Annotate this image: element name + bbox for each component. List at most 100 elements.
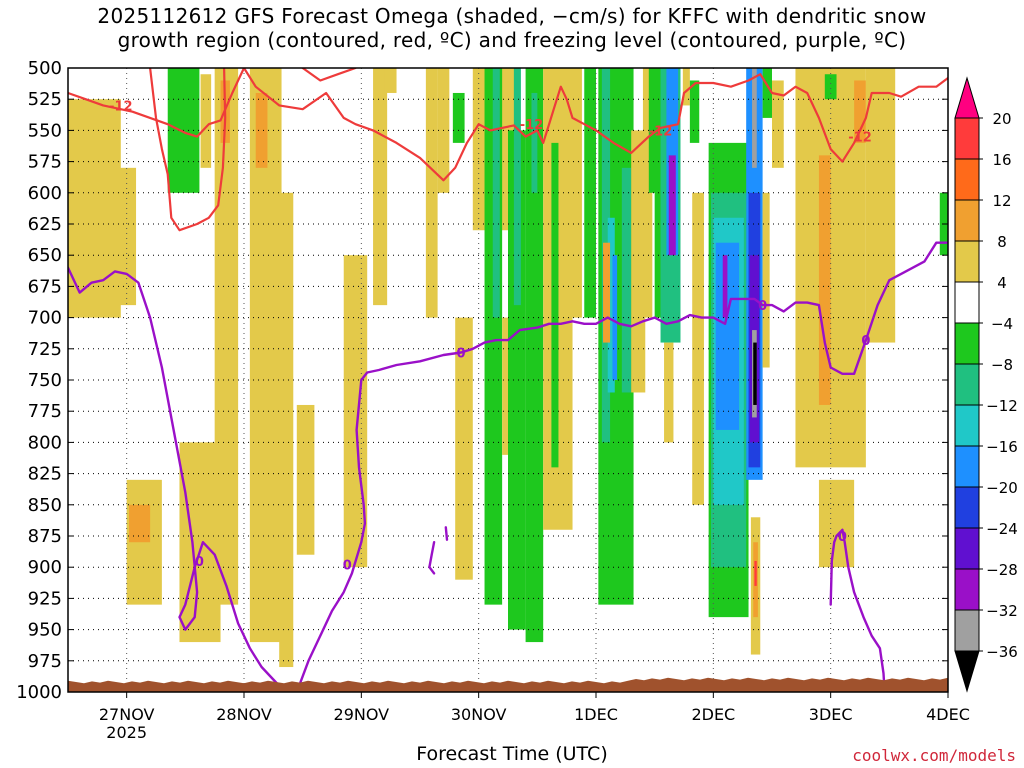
colorbar-bin-8 — [954, 404, 980, 447]
omega-region-65 — [772, 80, 784, 168]
omega-region-37 — [631, 130, 646, 393]
x-tick-label-0: 27NOV — [99, 705, 155, 724]
colorbar-label-10: −24 — [986, 520, 1018, 538]
surface-band — [68, 677, 948, 692]
omega-region-44 — [668, 155, 676, 256]
dgz-contour-label-0: -12 — [109, 99, 133, 114]
freezing-contour-label-5: 0 — [838, 530, 847, 545]
omega-region-5 — [179, 442, 221, 643]
colorbar-label-2: 12 — [992, 192, 1011, 210]
y-tick-label-875: 875 — [28, 526, 62, 547]
x-tick-label-4: 1DEC — [574, 705, 618, 724]
colorbar-label-0: 20 — [992, 110, 1011, 128]
dgz-contour-label-3: -12 — [848, 131, 872, 146]
omega-region-22 — [492, 68, 500, 318]
freezing-contour-label-1: 0 — [343, 559, 352, 574]
colorbar-label-9: −20 — [986, 479, 1018, 497]
x-axis-label: Forecast Time (UTC) — [416, 743, 608, 765]
omega-region-71 — [824, 74, 837, 100]
y-tick-label-650: 650 — [28, 245, 62, 266]
colorbar-bin-11 — [954, 527, 980, 570]
colorbar-label-1: 16 — [992, 151, 1011, 169]
contour-layer: -12 -12 -12 -12 0 0 0 0 0 0 — [68, 68, 948, 692]
x-tick-label-1: 28NOV — [216, 705, 272, 724]
omega-region-68 — [854, 80, 866, 143]
omega-region-62 — [754, 560, 757, 586]
omega-region-10 — [255, 92, 268, 168]
omega-region-52 — [715, 242, 740, 430]
colorbar-bin-0-arrow — [954, 76, 980, 119]
colorbar-label-8: −16 — [986, 438, 1018, 456]
dgz-contour-left-lobe — [149, 68, 227, 232]
omega-region-36 — [621, 167, 632, 393]
omega-region-7 — [214, 68, 239, 605]
y-tick-label-900: 900 — [28, 557, 62, 578]
y-axis: 500 525 550 575 600 625 650 675 700 725 750 775 800 8… — [16, 58, 948, 703]
y-tick-label-625: 625 — [28, 214, 62, 235]
y-tick-label-675: 675 — [28, 276, 62, 297]
freezing-contour-2 — [829, 528, 886, 692]
omega-region-40 — [648, 68, 658, 193]
x-tick-sublabel-0: 2025 — [106, 723, 147, 742]
freezing-contour-1 — [295, 241, 948, 692]
freezing-contour-label-3: 0 — [758, 299, 767, 314]
colorbar-bin-12 — [954, 568, 980, 611]
colorbar-label-4: 4 — [997, 274, 1007, 292]
omega-region-63 — [762, 68, 772, 118]
colorbar-bin-6 — [954, 322, 980, 365]
omega-region-35 — [612, 255, 618, 380]
colorbar-bin-2 — [954, 158, 980, 201]
omega-region-46 — [682, 68, 690, 106]
y-tick-label-725: 725 — [28, 339, 62, 360]
omega-region-39 — [642, 68, 653, 318]
colorbar-bin-10 — [954, 486, 980, 529]
freezing-contour-label-4: 0 — [861, 334, 870, 349]
omega-region-31 — [584, 68, 596, 318]
colorbar-bin-last-arrow — [954, 650, 980, 693]
y-tick-label-975: 975 — [28, 651, 62, 672]
omega-region-45 — [664, 342, 674, 443]
freezing-contour-3 — [428, 541, 436, 575]
colorbar-bin-3 — [954, 199, 980, 242]
y-tick-label-750: 750 — [28, 370, 62, 391]
omega-region-64 — [762, 192, 770, 368]
colorbar-bin-4 — [954, 240, 980, 283]
omega-region-47 — [689, 80, 700, 143]
colorbar-bin-13 — [954, 609, 980, 652]
omega-region-67 — [818, 155, 831, 405]
omega-region-6 — [200, 74, 212, 168]
omega-region-70 — [818, 479, 855, 568]
colorbar-label-5: −4 — [991, 315, 1013, 333]
x-tick-label-6: 3DEC — [809, 705, 853, 724]
y-tick-label-700: 700 — [28, 308, 62, 329]
y-tick-label-850: 850 — [28, 495, 62, 516]
colorbar-bin-1 — [954, 117, 980, 160]
omega-region-25 — [513, 68, 521, 306]
x-tick-label-3: 30NOV — [451, 705, 507, 724]
y-tick-label-825: 825 — [28, 464, 62, 485]
omega-region-12 — [296, 404, 315, 555]
credit-link[interactable]: coolwx.com/models — [852, 746, 1016, 765]
colorbar-label-7: −12 — [986, 397, 1018, 415]
colorbar-label-12: −32 — [986, 602, 1018, 620]
chart-title-line-2: growth region (contoured, red, ºC) and f… — [117, 28, 907, 52]
omega-region-26 — [525, 68, 544, 643]
y-tick-label-925: 925 — [28, 588, 62, 609]
y-tick-label-575: 575 — [28, 152, 62, 173]
x-tick-label-7: 4DEC — [926, 705, 970, 724]
y-tick-label-1000: 1000 — [16, 682, 62, 703]
omega-region-3 — [129, 504, 151, 543]
y-tick-label-600: 600 — [28, 183, 62, 204]
freezing-contour-label-2: 0 — [457, 347, 466, 362]
colorbar-bin-5 — [954, 281, 980, 324]
omega-region-57 — [752, 68, 757, 168]
dgz-contour-mid-lobe — [301, 68, 357, 82]
colorbar-label-13: −36 — [986, 643, 1018, 661]
x-tick-label-5: 2DEC — [691, 705, 735, 724]
dgz-contour-top-edge — [68, 68, 246, 138]
colorbar-bin-9 — [954, 445, 980, 488]
y-tick-label-775: 775 — [28, 401, 62, 422]
omega-region-19 — [455, 317, 473, 580]
